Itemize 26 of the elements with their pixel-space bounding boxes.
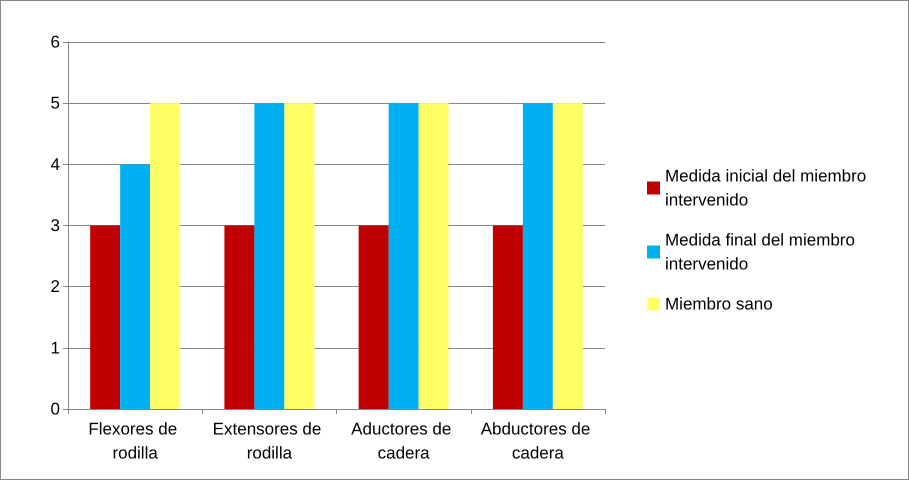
y-tick-label: 1 [50,338,60,358]
bar [90,226,120,409]
bar [284,103,314,409]
x-tick-label: Abductores de cadera [480,420,596,462]
x-tick-label: Aductores de cadera [351,420,456,462]
bar [254,103,284,409]
bar [120,164,150,409]
y-tick-label: 0 [50,400,60,418]
bar [552,103,583,409]
x-tick-label: Extensores de rodilla [212,420,326,462]
legend-label: Miembro sano [665,294,773,314]
bar [150,103,180,409]
bar [388,103,419,409]
y-tick-label: 3 [50,216,60,235]
y-tick-label: 5 [50,94,60,113]
bar [418,103,449,409]
bar [358,226,389,409]
y-tick-label: 2 [50,277,60,296]
y-tick-label: 4 [50,154,60,174]
legend-label: Medida final del miembro intervenido [665,230,860,274]
bar [522,103,553,409]
legend-label: Medida inicial del miembro intervenido [665,166,871,210]
bar [492,226,523,409]
y-tick-label: 6 [50,32,60,52]
x-tick-label: Flexores de rodilla [88,420,182,462]
bar [224,226,254,409]
